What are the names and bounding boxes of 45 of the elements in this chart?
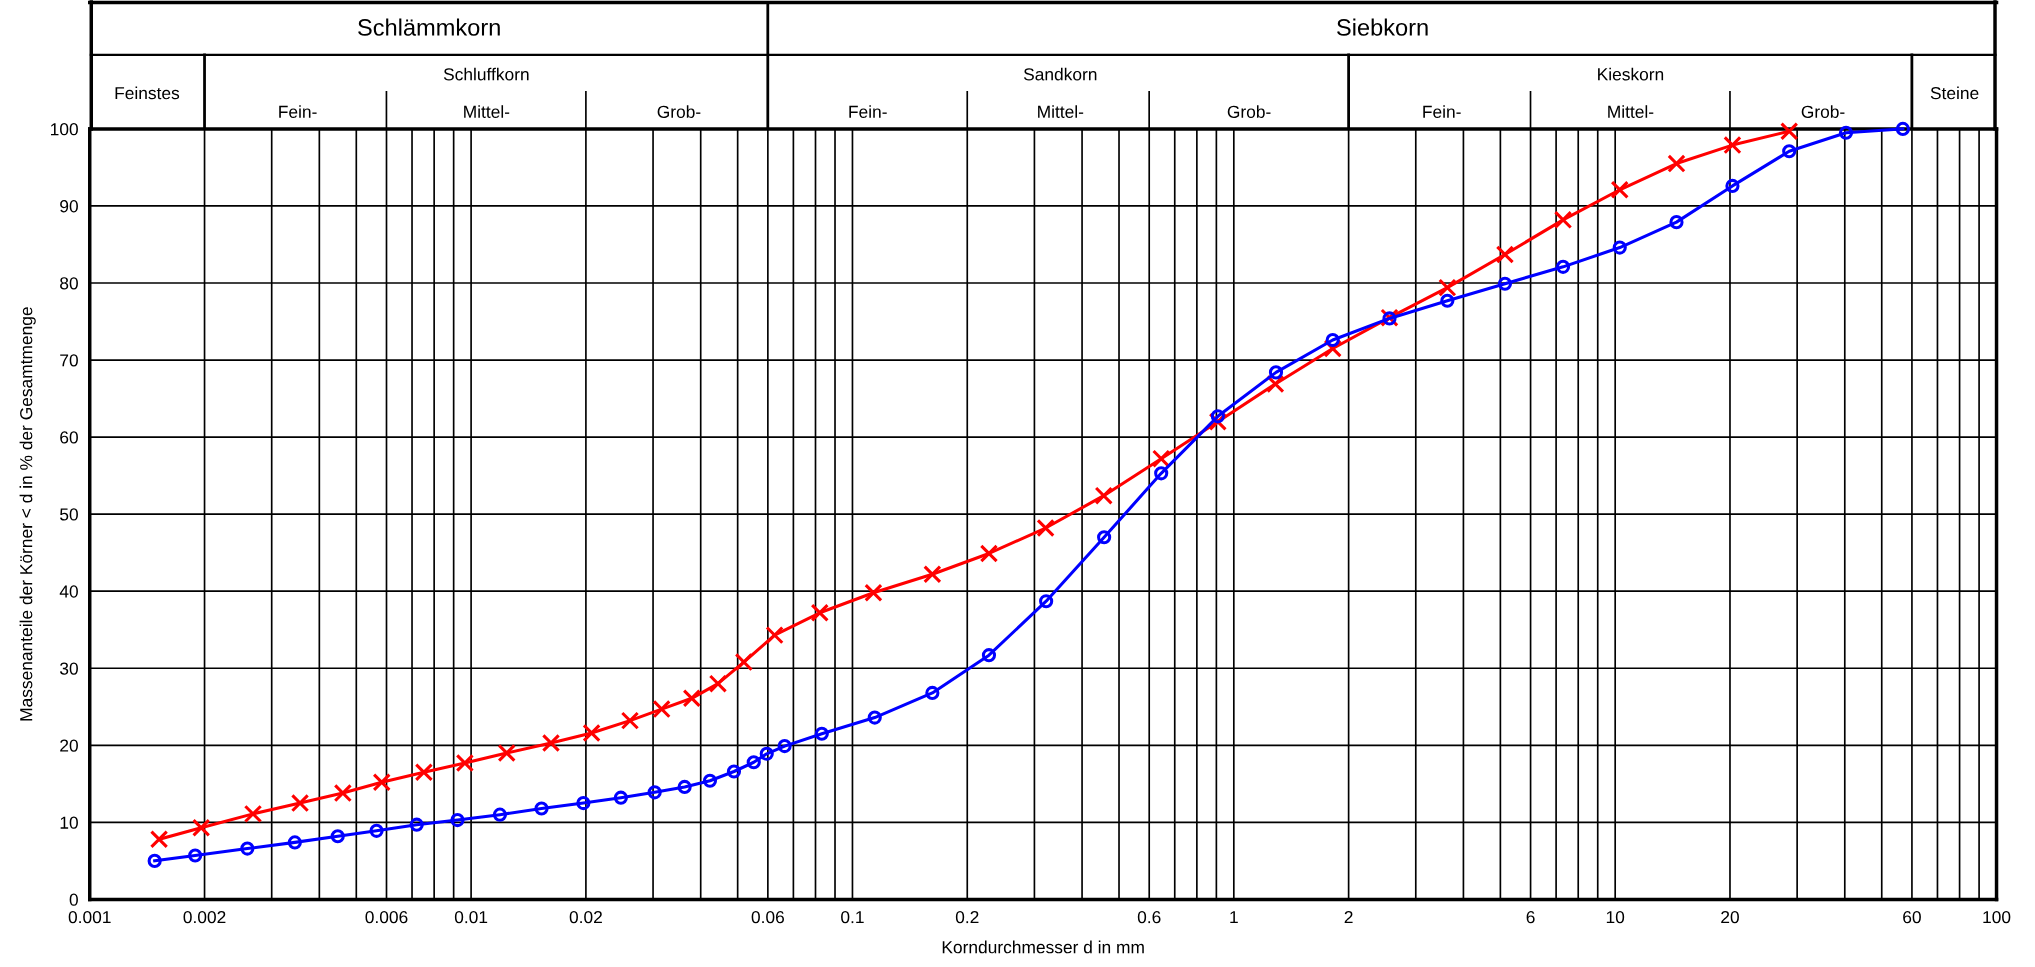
x-tick-label: 0.6 xyxy=(1137,910,1161,924)
y-axis-title: Massenanteile der Körner < d in % der Gesamtmenge xyxy=(19,307,36,721)
y-tick-label: 80 xyxy=(60,277,78,290)
x-tick-label: 0.2 xyxy=(955,910,979,924)
text: Fein- xyxy=(1423,105,1461,118)
x-tick-label: 0.06 xyxy=(751,910,784,924)
x-tick-label: 10 xyxy=(1606,910,1625,924)
y-tick-label: 100 xyxy=(50,123,78,136)
x-tick-label: 0.002 xyxy=(183,910,226,924)
y-tick-label: 30 xyxy=(59,662,78,675)
x-tick-label: 0.006 xyxy=(365,910,408,924)
y-tick-label: 50 xyxy=(60,508,78,521)
text: Kieskorn xyxy=(1598,67,1664,81)
x-tick-label: 0.001 xyxy=(68,910,111,924)
text: Fein- xyxy=(279,105,317,118)
x-tick-label: 1 xyxy=(1230,911,1238,924)
text: Mittel- xyxy=(1038,105,1084,118)
text: Sandkorn xyxy=(1023,67,1097,81)
text: Steine xyxy=(1930,86,1979,100)
x-tick-label: 2 xyxy=(1344,910,1353,924)
y-tick-label: 40 xyxy=(59,585,78,598)
y-tick-label: 20 xyxy=(60,739,78,752)
text: Feinstes xyxy=(115,86,180,100)
x-tick-label: 60 xyxy=(1903,910,1921,924)
y-tick-label: 10 xyxy=(60,816,78,829)
x-axis-title: Korndurchmesser d in mm xyxy=(942,940,1144,954)
text: Mittel- xyxy=(464,105,510,118)
text: Grob- xyxy=(1227,105,1271,118)
text: Fein- xyxy=(849,105,887,118)
text: Mittel- xyxy=(1608,105,1654,118)
text: Grob- xyxy=(1801,105,1845,118)
x-tick-label: 100 xyxy=(1983,910,2011,924)
text: Schluffkorn xyxy=(443,67,529,81)
text: Grob- xyxy=(657,105,701,118)
text: Siebkorn xyxy=(1337,18,1428,36)
y-tick-label: 0 xyxy=(69,893,78,906)
y-tick-label: 90 xyxy=(60,200,78,213)
y-tick-label: 60 xyxy=(60,431,78,444)
x-tick-label: 0.1 xyxy=(841,910,864,924)
x-tick-label: 20 xyxy=(1721,910,1739,924)
x-tick-label: 0.01 xyxy=(454,910,488,924)
x-tick-label: 0.02 xyxy=(569,910,602,924)
y-tick-label: 70 xyxy=(60,354,78,367)
text: Schlämmkorn xyxy=(358,18,500,36)
x-tick-label: 6 xyxy=(1526,910,1535,924)
